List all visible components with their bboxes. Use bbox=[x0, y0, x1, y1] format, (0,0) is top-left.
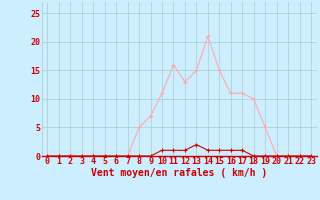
X-axis label: Vent moyen/en rafales ( km/h ): Vent moyen/en rafales ( km/h ) bbox=[91, 168, 267, 178]
